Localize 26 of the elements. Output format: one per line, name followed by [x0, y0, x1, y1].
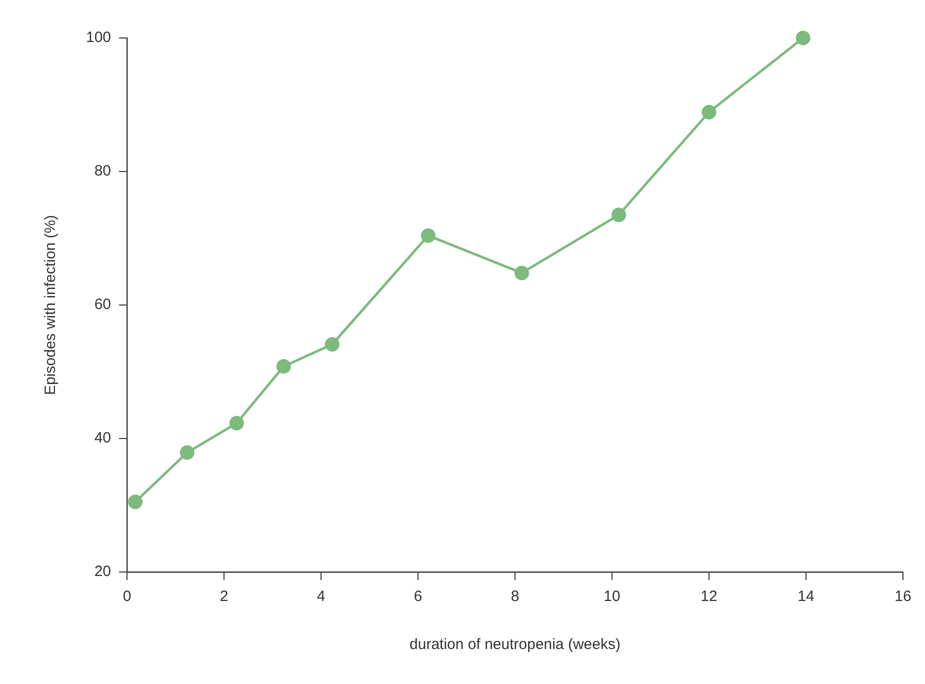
x-tick-label: 0 — [122, 588, 132, 606]
point — [229, 416, 244, 430]
point — [612, 208, 626, 222]
x-tick-label: 4 — [316, 588, 326, 606]
y-axis-title: Episodes with infection (%) — [42, 214, 60, 396]
point — [514, 266, 530, 280]
point — [702, 104, 716, 120]
x-tick-label: 12 — [700, 588, 718, 606]
x-tick-label: 14 — [798, 588, 814, 606]
y-tick-label: 20 — [94, 563, 112, 580]
point — [796, 30, 810, 46]
y-tick-label: 100 — [86, 29, 112, 46]
x-tick-label: 2 — [220, 588, 228, 606]
x-tick-label: 16 — [894, 588, 912, 606]
y-tick-label: 40 — [94, 430, 112, 447]
x-axis-title: duration of neutropenia (weeks) — [410, 636, 620, 654]
y-tick-label: 80 — [94, 162, 112, 180]
point — [128, 494, 143, 510]
point — [180, 445, 194, 460]
x-tick-label: 10 — [604, 588, 620, 606]
x-tick-label: 8 — [510, 588, 520, 606]
y-tick-label: 60 — [94, 296, 112, 314]
point — [276, 359, 291, 374]
point — [324, 337, 340, 352]
x-tick-label: 6 — [414, 588, 422, 606]
point — [420, 228, 436, 243]
